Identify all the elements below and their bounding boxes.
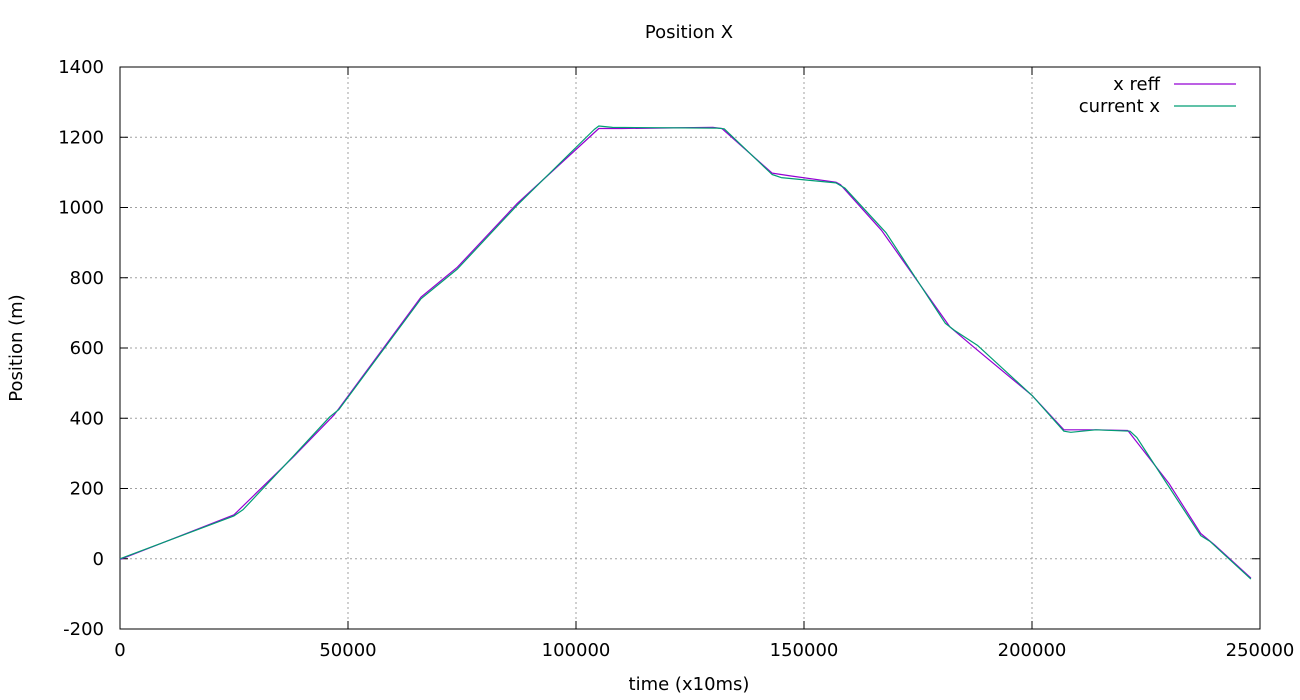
y-tick-label: -200 bbox=[63, 619, 104, 640]
axis-ticks: 0 50000 100000 150000 200000 250000 -200 0 200 40… bbox=[58, 57, 1294, 661]
x-tick-label: 200000 bbox=[998, 640, 1067, 661]
legend-label-current-x: current x bbox=[1079, 96, 1161, 117]
y-tick-label: 600 bbox=[70, 338, 104, 359]
grid-lines bbox=[120, 67, 1260, 629]
y-tick-label: 1400 bbox=[58, 57, 104, 78]
x-tick-label: 250000 bbox=[1226, 640, 1295, 661]
x-tick-label: 100000 bbox=[542, 640, 611, 661]
y-tick-label: 0 bbox=[93, 549, 104, 570]
y-axis-label: Position (m) bbox=[6, 294, 27, 401]
y-tick-label: 400 bbox=[70, 408, 104, 429]
y-tick-label: 200 bbox=[70, 479, 104, 500]
series-line-current-x bbox=[119, 125, 1252, 580]
x-tick-label: 150000 bbox=[770, 640, 839, 661]
legend-label-x-reff: x reff bbox=[1113, 74, 1160, 95]
legend: x reff current x bbox=[1079, 74, 1236, 117]
y-tick-label: 800 bbox=[70, 268, 104, 289]
x-axis-label: time (x10ms) bbox=[629, 674, 750, 695]
series-lines bbox=[119, 125, 1252, 580]
x-tick-label: 50000 bbox=[319, 640, 376, 661]
y-tick-label: 1000 bbox=[58, 198, 104, 219]
y-tick-label: 1200 bbox=[58, 127, 104, 148]
chart-title: Position X bbox=[645, 22, 733, 43]
x-tick-label: 0 bbox=[114, 640, 125, 661]
